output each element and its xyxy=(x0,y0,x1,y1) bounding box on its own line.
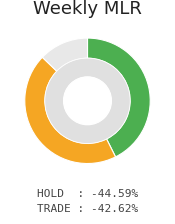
Text: TRADE : -42.62%: TRADE : -42.62% xyxy=(37,205,138,214)
Circle shape xyxy=(64,77,111,125)
Wedge shape xyxy=(25,57,116,164)
Wedge shape xyxy=(45,58,130,143)
Text: HOLD  : -44.59%: HOLD : -44.59% xyxy=(37,189,138,199)
Wedge shape xyxy=(88,38,150,157)
Wedge shape xyxy=(42,38,88,71)
Title: Weekly MLR: Weekly MLR xyxy=(33,0,142,18)
